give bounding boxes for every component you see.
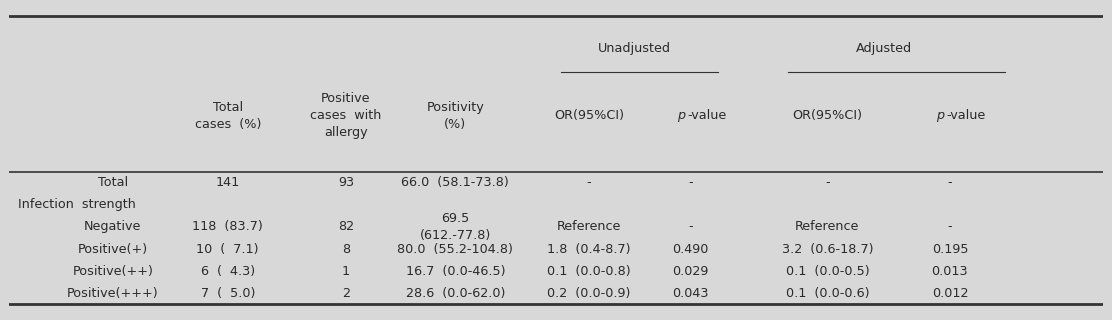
Text: 93: 93	[338, 176, 354, 189]
Text: 80.0  (55.2-104.8): 80.0 (55.2-104.8)	[397, 243, 514, 256]
Text: 82: 82	[338, 220, 354, 234]
Text: Positive
cases  with
allergy: Positive cases with allergy	[310, 92, 381, 139]
Text: Total: Total	[98, 176, 128, 189]
Text: p: p	[677, 109, 685, 122]
Text: 66.0  (58.1-73.8): 66.0 (58.1-73.8)	[401, 176, 509, 189]
Text: 28.6  (0.0-62.0): 28.6 (0.0-62.0)	[406, 287, 505, 300]
Text: 0.1  (0.0-0.6): 0.1 (0.0-0.6)	[785, 287, 870, 300]
Text: Negative: Negative	[85, 220, 141, 234]
Text: OR(95%CI): OR(95%CI)	[554, 109, 624, 122]
Text: 0.2  (0.0-0.9): 0.2 (0.0-0.9)	[547, 287, 631, 300]
Text: 3.2  (0.6-18.7): 3.2 (0.6-18.7)	[782, 243, 873, 256]
Text: 10  (  7.1): 10 ( 7.1)	[197, 243, 259, 256]
Text: -: -	[688, 220, 693, 234]
Text: -value: -value	[687, 109, 726, 122]
Text: Adjusted: Adjusted	[856, 42, 912, 55]
Text: Positive(+++): Positive(+++)	[67, 287, 159, 300]
Text: 0.043: 0.043	[673, 287, 708, 300]
Text: Total
cases  (%): Total cases (%)	[195, 101, 261, 131]
Text: -: -	[825, 176, 830, 189]
Text: 0.012: 0.012	[932, 287, 969, 300]
Text: Positive(++): Positive(++)	[72, 265, 153, 278]
Text: 118  (83.7): 118 (83.7)	[192, 220, 264, 234]
Text: p: p	[936, 109, 944, 122]
Text: 69.5
(612.-77.8): 69.5 (612.-77.8)	[419, 212, 492, 242]
Text: 0.195: 0.195	[932, 243, 969, 256]
Text: Reference: Reference	[795, 220, 860, 234]
Text: -: -	[947, 220, 952, 234]
Text: Infection  strength: Infection strength	[18, 198, 136, 212]
Text: -value: -value	[946, 109, 986, 122]
Text: -: -	[586, 176, 592, 189]
Text: 0.1  (0.0-0.8): 0.1 (0.0-0.8)	[547, 265, 631, 278]
Text: 16.7  (0.0-46.5): 16.7 (0.0-46.5)	[406, 265, 505, 278]
Text: 7  (  5.0): 7 ( 5.0)	[200, 287, 255, 300]
Text: Reference: Reference	[557, 220, 620, 234]
Text: OR(95%CI): OR(95%CI)	[793, 109, 863, 122]
Text: Positivity
(%): Positivity (%)	[427, 101, 484, 131]
Text: 141: 141	[216, 176, 240, 189]
Text: 6  (  4.3): 6 ( 4.3)	[200, 265, 255, 278]
Text: -: -	[688, 176, 693, 189]
Text: 8: 8	[341, 243, 350, 256]
Text: 1: 1	[341, 265, 350, 278]
Text: 0.1  (0.0-0.5): 0.1 (0.0-0.5)	[785, 265, 870, 278]
Text: 0.490: 0.490	[673, 243, 708, 256]
Text: 0.029: 0.029	[673, 265, 708, 278]
Text: 2: 2	[341, 287, 350, 300]
Text: -: -	[947, 176, 952, 189]
Text: 0.013: 0.013	[932, 265, 969, 278]
Text: Unadjusted: Unadjusted	[598, 42, 672, 55]
Text: Positive(+): Positive(+)	[78, 243, 148, 256]
Text: 1.8  (0.4-8.7): 1.8 (0.4-8.7)	[547, 243, 631, 256]
